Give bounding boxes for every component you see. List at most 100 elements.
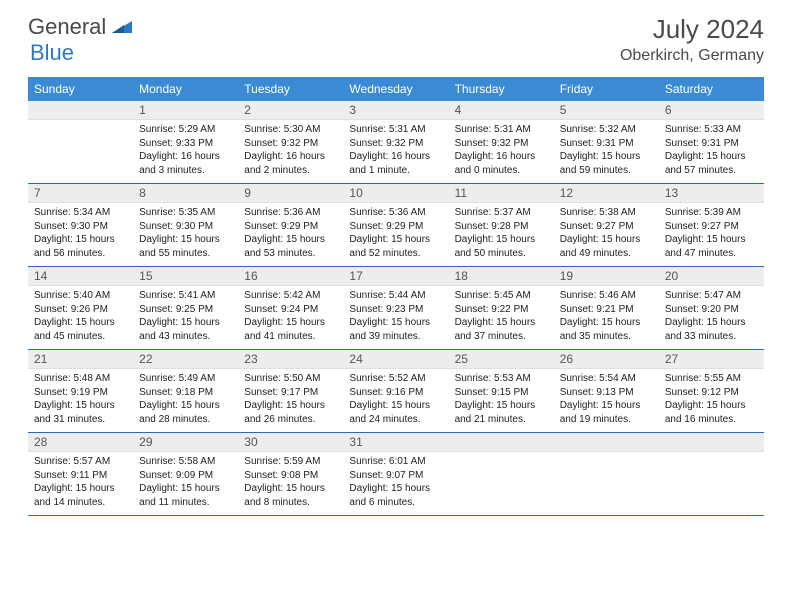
- sunrise-text: Sunrise: 5:49 AM: [139, 372, 232, 386]
- calendar-cell: 31Sunrise: 6:01 AMSunset: 9:07 PMDayligh…: [343, 433, 448, 516]
- daylight-text-2: and 0 minutes.: [455, 164, 548, 178]
- calendar-cell: 20Sunrise: 5:47 AMSunset: 9:20 PMDayligh…: [659, 267, 764, 350]
- sunset-text: Sunset: 9:32 PM: [455, 137, 548, 151]
- day-body: Sunrise: 5:55 AMSunset: 9:12 PMDaylight:…: [659, 369, 764, 432]
- calendar-cell: 2Sunrise: 5:30 AMSunset: 9:32 PMDaylight…: [238, 101, 343, 184]
- calendar-cell: 1Sunrise: 5:29 AMSunset: 9:33 PMDaylight…: [133, 101, 238, 184]
- calendar-cell: [449, 433, 554, 516]
- sunrise-text: Sunrise: 5:35 AM: [139, 206, 232, 220]
- day-number: 21: [28, 350, 133, 369]
- sunrise-text: Sunrise: 5:48 AM: [34, 372, 127, 386]
- daylight-text-2: and 3 minutes.: [139, 164, 232, 178]
- sunset-text: Sunset: 9:13 PM: [560, 386, 653, 400]
- sunrise-text: Sunrise: 5:31 AM: [349, 123, 442, 137]
- calendar-cell: 21Sunrise: 5:48 AMSunset: 9:19 PMDayligh…: [28, 350, 133, 433]
- sunset-text: Sunset: 9:28 PM: [455, 220, 548, 234]
- calendar-cell: 30Sunrise: 5:59 AMSunset: 9:08 PMDayligh…: [238, 433, 343, 516]
- sunset-text: Sunset: 9:20 PM: [665, 303, 758, 317]
- daylight-text-2: and 8 minutes.: [244, 496, 337, 510]
- day-body: Sunrise: 5:53 AMSunset: 9:15 PMDaylight:…: [449, 369, 554, 432]
- daylight-text-2: and 33 minutes.: [665, 330, 758, 344]
- day-number: 8: [133, 184, 238, 203]
- daylight-text-1: Daylight: 15 hours: [34, 482, 127, 496]
- weekday-header: Friday: [554, 77, 659, 101]
- sunset-text: Sunset: 9:31 PM: [665, 137, 758, 151]
- sunset-text: Sunset: 9:25 PM: [139, 303, 232, 317]
- sunset-text: Sunset: 9:31 PM: [560, 137, 653, 151]
- daylight-text-1: Daylight: 16 hours: [349, 150, 442, 164]
- weekday-header: Wednesday: [343, 77, 448, 101]
- day-body: Sunrise: 5:48 AMSunset: 9:19 PMDaylight:…: [28, 369, 133, 432]
- sunrise-text: Sunrise: 5:41 AM: [139, 289, 232, 303]
- day-body: Sunrise: 5:31 AMSunset: 9:32 PMDaylight:…: [449, 120, 554, 183]
- calendar-cell: 28Sunrise: 5:57 AMSunset: 9:11 PMDayligh…: [28, 433, 133, 516]
- daylight-text-2: and 21 minutes.: [455, 413, 548, 427]
- day-body: Sunrise: 6:01 AMSunset: 9:07 PMDaylight:…: [343, 452, 448, 515]
- daylight-text-1: Daylight: 15 hours: [349, 399, 442, 413]
- day-body: Sunrise: 5:37 AMSunset: 9:28 PMDaylight:…: [449, 203, 554, 266]
- sunrise-text: Sunrise: 5:45 AM: [455, 289, 548, 303]
- logo: General: [28, 14, 134, 40]
- daylight-text-2: and 39 minutes.: [349, 330, 442, 344]
- sunrise-text: Sunrise: 5:40 AM: [34, 289, 127, 303]
- daylight-text-1: Daylight: 15 hours: [34, 316, 127, 330]
- calendar-cell: 7Sunrise: 5:34 AMSunset: 9:30 PMDaylight…: [28, 184, 133, 267]
- day-body-empty: [449, 452, 554, 510]
- sunset-text: Sunset: 9:27 PM: [665, 220, 758, 234]
- day-number: 27: [659, 350, 764, 369]
- daylight-text-2: and 35 minutes.: [560, 330, 653, 344]
- daylight-text-2: and 56 minutes.: [34, 247, 127, 261]
- sunset-text: Sunset: 9:11 PM: [34, 469, 127, 483]
- daylight-text-2: and 43 minutes.: [139, 330, 232, 344]
- calendar-header-row: SundayMondayTuesdayWednesdayThursdayFrid…: [28, 77, 764, 101]
- daylight-text-2: and 31 minutes.: [34, 413, 127, 427]
- sunset-text: Sunset: 9:18 PM: [139, 386, 232, 400]
- daylight-text-1: Daylight: 15 hours: [139, 233, 232, 247]
- weekday-header: Monday: [133, 77, 238, 101]
- sunrise-text: Sunrise: 5:46 AM: [560, 289, 653, 303]
- daylight-text-1: Daylight: 15 hours: [455, 233, 548, 247]
- daylight-text-2: and 28 minutes.: [139, 413, 232, 427]
- day-number: 24: [343, 350, 448, 369]
- sunset-text: Sunset: 9:07 PM: [349, 469, 442, 483]
- calendar-cell: 14Sunrise: 5:40 AMSunset: 9:26 PMDayligh…: [28, 267, 133, 350]
- daylight-text-1: Daylight: 16 hours: [455, 150, 548, 164]
- sunrise-text: Sunrise: 5:58 AM: [139, 455, 232, 469]
- daylight-text-1: Daylight: 15 hours: [665, 233, 758, 247]
- daylight-text-1: Daylight: 15 hours: [349, 233, 442, 247]
- day-body: Sunrise: 5:44 AMSunset: 9:23 PMDaylight:…: [343, 286, 448, 349]
- calendar-cell: 6Sunrise: 5:33 AMSunset: 9:31 PMDaylight…: [659, 101, 764, 184]
- sunrise-text: Sunrise: 5:34 AM: [34, 206, 127, 220]
- day-body: Sunrise: 5:52 AMSunset: 9:16 PMDaylight:…: [343, 369, 448, 432]
- sunrise-text: Sunrise: 5:36 AM: [349, 206, 442, 220]
- calendar-cell: 13Sunrise: 5:39 AMSunset: 9:27 PMDayligh…: [659, 184, 764, 267]
- day-number: 4: [449, 101, 554, 120]
- calendar-cell: 19Sunrise: 5:46 AMSunset: 9:21 PMDayligh…: [554, 267, 659, 350]
- daylight-text-2: and 45 minutes.: [34, 330, 127, 344]
- day-number: 25: [449, 350, 554, 369]
- daylight-text-1: Daylight: 15 hours: [139, 316, 232, 330]
- calendar-cell: 4Sunrise: 5:31 AMSunset: 9:32 PMDaylight…: [449, 101, 554, 184]
- sunrise-text: Sunrise: 5:42 AM: [244, 289, 337, 303]
- sunrise-text: Sunrise: 5:55 AM: [665, 372, 758, 386]
- daylight-text-1: Daylight: 15 hours: [244, 233, 337, 247]
- sunset-text: Sunset: 9:09 PM: [139, 469, 232, 483]
- weekday-header: Tuesday: [238, 77, 343, 101]
- daylight-text-2: and 47 minutes.: [665, 247, 758, 261]
- day-body: Sunrise: 5:36 AMSunset: 9:29 PMDaylight:…: [343, 203, 448, 266]
- day-number: 9: [238, 184, 343, 203]
- calendar-cell: 11Sunrise: 5:37 AMSunset: 9:28 PMDayligh…: [449, 184, 554, 267]
- daylight-text-2: and 59 minutes.: [560, 164, 653, 178]
- day-body: Sunrise: 5:41 AMSunset: 9:25 PMDaylight:…: [133, 286, 238, 349]
- sunset-text: Sunset: 9:32 PM: [244, 137, 337, 151]
- daylight-text-1: Daylight: 15 hours: [244, 482, 337, 496]
- header-right: July 2024 Oberkirch, Germany: [620, 14, 764, 65]
- day-number: 15: [133, 267, 238, 286]
- daylight-text-2: and 26 minutes.: [244, 413, 337, 427]
- calendar-cell: 10Sunrise: 5:36 AMSunset: 9:29 PMDayligh…: [343, 184, 448, 267]
- daylight-text-1: Daylight: 15 hours: [34, 233, 127, 247]
- day-number: 29: [133, 433, 238, 452]
- day-number: 31: [343, 433, 448, 452]
- daylight-text-1: Daylight: 15 hours: [665, 399, 758, 413]
- page-header: General July 2024 Oberkirch, Germany: [0, 0, 792, 71]
